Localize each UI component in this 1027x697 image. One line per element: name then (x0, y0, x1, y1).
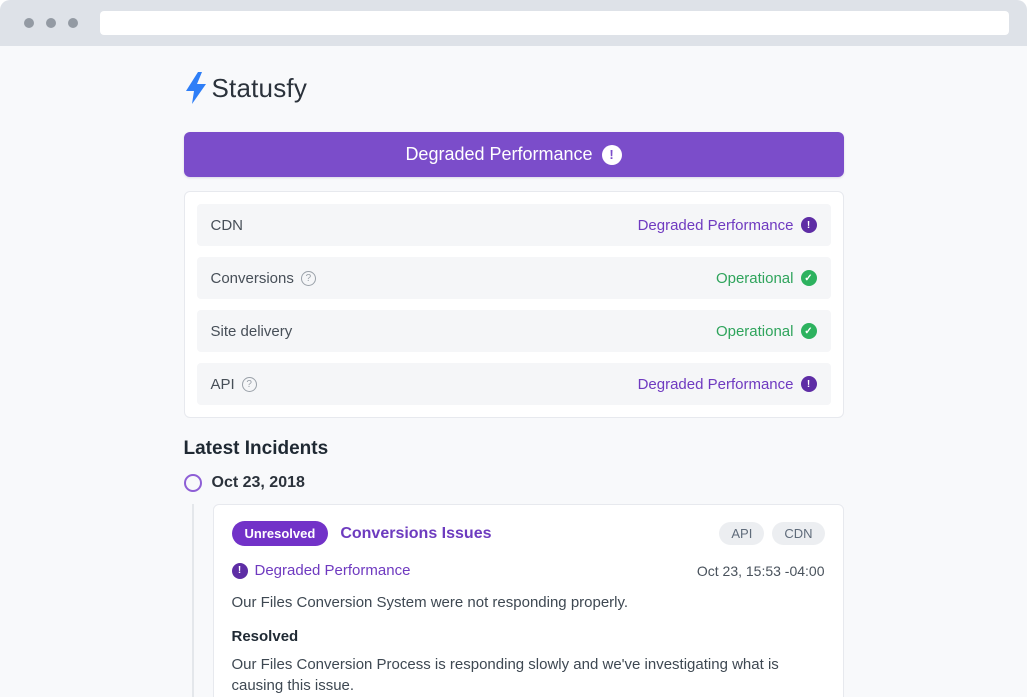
incident-status: ! Degraded Performance (231, 562, 411, 579)
system-status-banner: Degraded Performance ! (183, 132, 844, 177)
service-row-cdn: CDN Degraded Performance ! (196, 204, 831, 246)
incident-tags: API CDN (719, 522, 825, 545)
service-row-conversions: Conversions ? Operational ✓ (196, 257, 831, 299)
service-name-label: Conversions (210, 269, 294, 287)
status-page: Statusfy Degraded Performance ! CDN Degr… (0, 46, 1027, 697)
banner-label: Degraded Performance (405, 144, 593, 164)
incident-status-label: Degraded Performance (254, 562, 411, 579)
browser-chrome (0, 0, 1027, 46)
timeline-line (191, 504, 194, 697)
help-question-icon[interactable]: ? (300, 270, 316, 286)
service-row-api: API ? Degraded Performance ! (196, 363, 831, 405)
service-status: Operational ✓ (716, 323, 817, 340)
incident-title-link[interactable]: Conversions Issues (340, 524, 492, 542)
service-status-label: Degraded Performance (637, 216, 794, 234)
window-dot-icon (24, 18, 34, 28)
tag-api: API (719, 522, 765, 545)
latest-incidents-heading: Latest Incidents (183, 438, 329, 459)
service-status: Operational ✓ (716, 270, 817, 287)
service-name: Site delivery (211, 323, 293, 340)
service-status: Degraded Performance ! (638, 217, 817, 234)
resolved-description: Our Files Conversion Process is respondi… (231, 656, 779, 694)
logo-text: Statusfy (211, 72, 308, 103)
window-dot-icon (46, 18, 56, 28)
window-dot-icon (68, 18, 78, 28)
tag-cdn: CDN (772, 522, 825, 545)
statusfy-logo: Statusfy (184, 72, 844, 104)
lightning-bolt-icon (185, 72, 206, 104)
check-circle-icon: ✓ (800, 270, 817, 286)
incidents-timeline: Oct 23, 2018 Unresolved Conversions Issu… (183, 474, 844, 697)
timeline-date-row: Oct 23, 2018 (183, 474, 844, 492)
incident-card: Unresolved Conversions Issues API CDN ! … (212, 504, 844, 697)
timeline-marker-icon (183, 474, 202, 492)
service-name: CDN (211, 217, 244, 234)
exclamation-circle-icon: ! (601, 144, 622, 165)
exclamation-circle-icon: ! (800, 376, 817, 392)
incident-status-row: ! Degraded Performance Oct 23, 15:53 -04… (231, 562, 825, 579)
incident-date: Oct 23, 2018 (211, 474, 305, 491)
help-question-icon[interactable]: ? (241, 376, 257, 392)
services-status-card: CDN Degraded Performance ! Conversions ?… (183, 191, 844, 418)
exclamation-circle-icon: ! (231, 562, 248, 579)
service-name-label: Site delivery (210, 322, 293, 340)
service-name-label: API (210, 375, 235, 393)
service-name-label: CDN (210, 216, 244, 234)
service-status: Degraded Performance ! (638, 376, 817, 393)
service-name: Conversions ? (211, 270, 316, 287)
resolved-heading: Resolved (231, 628, 299, 646)
incident-description: Our Files Conversion System were not res… (231, 594, 629, 611)
service-status-label: Degraded Performance (637, 375, 794, 393)
service-status-label: Operational (715, 322, 794, 340)
incident-timestamp: Oct 23, 15:53 -04:00 (696, 562, 825, 579)
incident-header: Unresolved Conversions Issues API CDN (231, 521, 825, 546)
service-name: API ? (211, 376, 257, 393)
address-bar[interactable] (100, 11, 1009, 35)
window-controls (24, 18, 78, 28)
service-row-site-delivery: Site delivery Operational ✓ (196, 310, 831, 352)
service-status-label: Operational (715, 269, 794, 287)
check-circle-icon: ✓ (800, 323, 817, 339)
unresolved-badge: Unresolved (231, 521, 329, 546)
exclamation-circle-icon: ! (800, 217, 817, 233)
